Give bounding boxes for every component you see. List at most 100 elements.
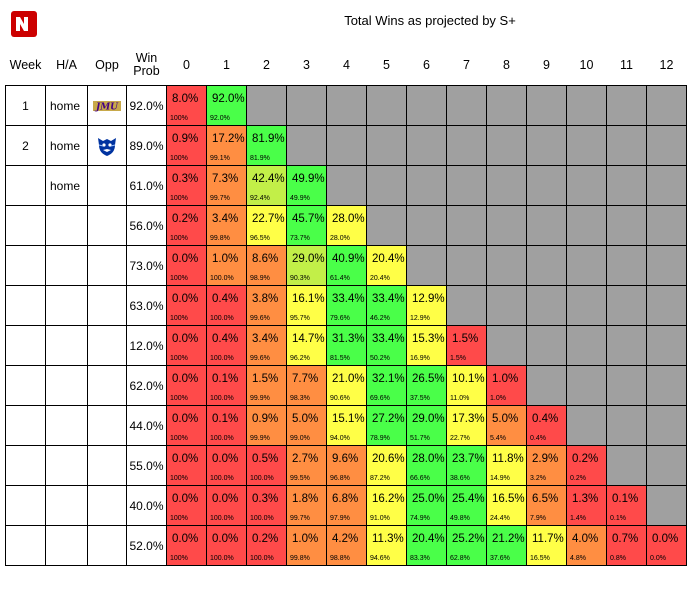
- empty-cell: [566, 405, 607, 446]
- empty-cell: [606, 405, 647, 446]
- opp-cell: [87, 525, 127, 566]
- win-probability: 0.0%: [172, 413, 199, 425]
- prob-cell: 0.0% 0.0%: [646, 525, 687, 566]
- empty-cell: [446, 245, 487, 286]
- empty-cell: [646, 325, 687, 366]
- prob-cell: 33.4% 79.6%: [326, 285, 367, 326]
- win-probability: 4.2%: [332, 533, 359, 545]
- cumulative-probability: 1.0%: [490, 395, 506, 402]
- cumulative-probability: 100%: [170, 475, 188, 482]
- prob-cell: 4.2% 98.8%: [326, 525, 367, 566]
- cumulative-probability: 3.2%: [530, 475, 546, 482]
- cumulative-probability: 94.0%: [330, 435, 350, 442]
- prob-cell: 0.0% 100%: [166, 445, 207, 486]
- opp-cell: [87, 365, 127, 406]
- prob-cell: 7.7% 98.3%: [286, 365, 327, 406]
- week-cell: [5, 525, 46, 566]
- table-row: 12.0% 0.0% 100% 0.4% 100.0% 3.4% 99.6% 14.7% 96.…: [5, 325, 687, 366]
- prob-cell: 8.0% 100%: [166, 85, 207, 126]
- prob-cell: 4.0% 4.8%: [566, 525, 607, 566]
- prob-cell: 8.6% 98.9%: [246, 245, 287, 286]
- empty-cell: [366, 125, 407, 166]
- ha-cell: [45, 325, 88, 366]
- empty-cell: [486, 285, 527, 326]
- cumulative-probability: 46.2%: [370, 315, 390, 322]
- header-ha: H/A: [56, 57, 77, 72]
- win-probability: 23.7%: [452, 453, 485, 465]
- cumulative-probability: 22.7%: [450, 435, 470, 442]
- week-cell: [5, 365, 46, 406]
- prob-cell: 1.5% 99.9%: [246, 365, 287, 406]
- cumulative-probability: 92.0%: [210, 115, 230, 122]
- opp-cell: [87, 125, 127, 166]
- win-probability: 27.2%: [372, 413, 405, 425]
- prob-cell: 0.0% 100%: [166, 245, 207, 286]
- winprob-cell: 61.0%: [126, 165, 167, 206]
- prob-cell: 40.9% 61.4%: [326, 245, 367, 286]
- header-wins-8: 8: [503, 57, 510, 72]
- win-probability: 0.0%: [652, 533, 679, 545]
- empty-cell: [646, 165, 687, 206]
- prob-cell: 0.0% 100%: [166, 485, 207, 526]
- prob-cell: 42.4% 92.4%: [246, 165, 287, 206]
- prob-cell: 23.7% 38.6%: [446, 445, 487, 486]
- win-probability: 0.4%: [212, 333, 239, 345]
- opp-cell: [87, 285, 127, 326]
- cumulative-probability: 49.8%: [450, 515, 470, 522]
- cumulative-probability: 100.0%: [210, 435, 234, 442]
- win-probability: 1.0%: [292, 533, 319, 545]
- cumulative-probability: 99.9%: [250, 395, 270, 402]
- win-probability: 1.5%: [452, 333, 479, 345]
- empty-cell: [606, 445, 647, 486]
- cumulative-probability: 0.0%: [650, 555, 666, 562]
- header-wins-0: 0: [183, 57, 190, 72]
- table-row: 52.0% 0.0% 100% 0.0% 100.0% 0.2% 100.0% 1.0% 99.…: [5, 525, 687, 566]
- win-probability: 11.8%: [492, 453, 524, 465]
- week-cell: [5, 405, 46, 446]
- win-probability: 17.3%: [452, 413, 485, 425]
- win-probability: 20.6%: [372, 453, 405, 465]
- win-probability: 32.1%: [372, 373, 405, 385]
- cumulative-probability: 4.8%: [570, 555, 586, 562]
- cumulative-probability: 81.5%: [330, 355, 350, 362]
- header-winprob: Win Prob: [133, 51, 160, 78]
- prob-cell: 3.8% 99.6%: [246, 285, 287, 326]
- cumulative-probability: 99.6%: [250, 315, 270, 322]
- prob-cell: 81.9% 81.9%: [246, 125, 287, 166]
- week-cell: [5, 165, 46, 206]
- cumulative-probability: 99.6%: [250, 355, 270, 362]
- cumulative-probability: 37.5%: [410, 395, 430, 402]
- cumulative-probability: 95.7%: [290, 315, 310, 322]
- cumulative-probability: 12.9%: [410, 315, 430, 322]
- empty-cell: [366, 165, 407, 206]
- cumulative-probability: 99.8%: [290, 555, 310, 562]
- opp-cell: JMU: [87, 85, 127, 126]
- table-row: 44.0% 0.0% 100% 0.1% 100.0% 0.9% 99.9% 5.0% 99.0…: [5, 405, 687, 446]
- prob-cell: 0.9% 99.9%: [246, 405, 287, 446]
- winprob-cell: 89.0%: [126, 125, 167, 166]
- win-probability: 0.2%: [572, 453, 599, 465]
- prob-cell: 25.2% 62.8%: [446, 525, 487, 566]
- empty-cell: [526, 205, 567, 246]
- prob-cell: 49.9% 49.9%: [286, 165, 327, 206]
- win-probability: 0.1%: [212, 373, 239, 385]
- cumulative-probability: 90.3%: [290, 275, 310, 282]
- prob-cell: 0.0% 100.0%: [206, 445, 247, 486]
- prob-cell: 26.5% 37.5%: [406, 365, 447, 406]
- empty-cell: [566, 245, 607, 286]
- empty-cell: [646, 405, 687, 446]
- prob-cell: 21.2% 37.6%: [486, 525, 527, 566]
- cumulative-probability: 100.0%: [210, 315, 234, 322]
- opp-cell: [87, 165, 127, 206]
- win-probability: 0.7%: [612, 533, 639, 545]
- prob-cell: 92.0% 92.0%: [206, 85, 247, 126]
- cumulative-probability: 98.9%: [250, 275, 270, 282]
- table-row: 55.0% 0.0% 100% 0.0% 100.0% 0.5% 100.0% 2.7% 99.…: [5, 445, 687, 486]
- svg-text:JMU: JMU: [94, 102, 119, 112]
- cumulative-probability: 100.0%: [210, 475, 234, 482]
- win-probability: 31.3%: [332, 333, 365, 345]
- win-probability: 16.2%: [372, 493, 405, 505]
- empty-cell: [526, 125, 567, 166]
- win-probability: 0.4%: [532, 413, 559, 425]
- opp-cell: [87, 485, 127, 526]
